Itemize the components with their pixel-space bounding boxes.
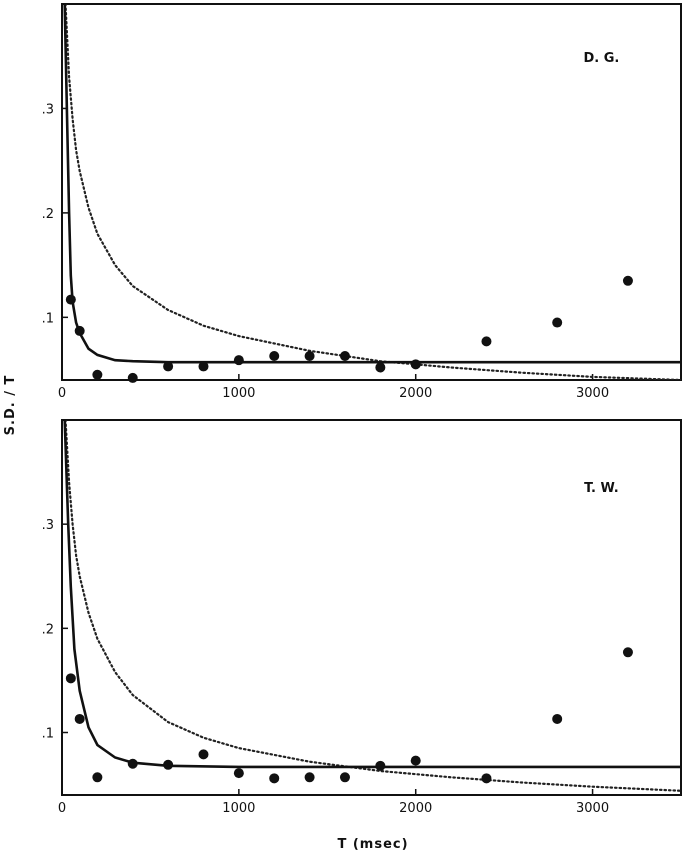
data-point: [304, 772, 315, 783]
data-point: [410, 359, 421, 370]
plot-frame: [61, 419, 682, 796]
plot-frame: [61, 3, 682, 381]
data-point: [74, 325, 85, 336]
y-tick-label: .3: [42, 518, 54, 533]
x-axis-label: T (msec): [337, 837, 408, 852]
panel-dg: 0 1000 2000 3000 .1 .2 .3 D. G.: [42, 3, 682, 401]
data-point: [127, 758, 138, 769]
y-tick-label: .1: [42, 727, 54, 742]
data-point: [163, 361, 174, 372]
dotted-model-curve: [64, 4, 681, 380]
data-point: [198, 749, 209, 760]
data-point: [552, 713, 563, 724]
data-point: [65, 294, 76, 305]
x-tick-label: 0: [58, 386, 66, 401]
data-point: [375, 760, 386, 771]
y-axis-label: S.D. / T: [3, 375, 18, 436]
y-tick-label: .3: [42, 102, 54, 117]
data-point: [552, 317, 563, 328]
solid-model-curve: [63, 4, 681, 364]
data-point: [127, 372, 138, 383]
x-tick-label: 3000: [576, 386, 609, 401]
data-point: [92, 369, 103, 380]
data-point: [65, 673, 76, 684]
data-point: [622, 647, 633, 658]
panel-tw: 0 1000 2000 3000 .1 .2 .3 T. W.: [42, 419, 682, 816]
data-point: [233, 355, 244, 366]
panel-label: T. W.: [584, 481, 619, 496]
data-point: [269, 773, 280, 784]
data-point: [410, 755, 421, 766]
data-point: [481, 336, 492, 347]
dotted-model-curve: [64, 420, 681, 792]
y-tick-label: .2: [42, 622, 54, 637]
x-tick-label: 1000: [222, 386, 255, 401]
solid-model-curve: [63, 420, 681, 769]
data-point: [339, 772, 350, 783]
data-point: [233, 768, 244, 779]
x-tick-label: 2000: [399, 801, 432, 816]
y-tick-label: .1: [42, 311, 54, 326]
data-point: [198, 361, 209, 372]
data-point: [269, 350, 280, 361]
x-tick-label: 1000: [222, 801, 255, 816]
panel-label: D. G.: [583, 51, 619, 66]
data-point: [74, 713, 85, 724]
x-tick-label: 0: [58, 801, 66, 816]
y-tick-label: .2: [42, 207, 54, 222]
x-tick-label: 2000: [399, 386, 432, 401]
x-tick-label: 3000: [576, 801, 609, 816]
data-point: [339, 350, 350, 361]
data-point: [163, 759, 174, 770]
data-point: [622, 275, 633, 286]
data-point: [375, 362, 386, 373]
data-point: [304, 350, 315, 361]
data-point: [92, 772, 103, 783]
data-point: [481, 773, 492, 784]
